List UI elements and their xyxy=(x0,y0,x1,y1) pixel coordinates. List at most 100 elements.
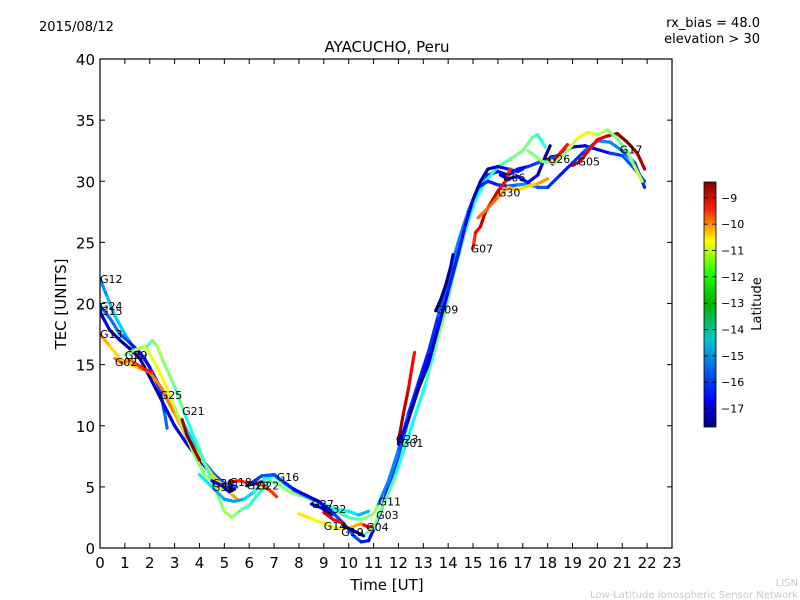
series-segment-G13 xyxy=(108,344,122,361)
colorbar-label: Latitude xyxy=(750,277,765,331)
series-label-G06: G06 xyxy=(503,172,526,185)
series-segment-G18 xyxy=(237,479,251,485)
series-label-G21: G21 xyxy=(182,405,205,418)
series-segment-G11 xyxy=(376,479,391,506)
series-segment-G24 xyxy=(108,316,122,336)
series-segment-G09 xyxy=(434,298,443,313)
series-segment-G05 xyxy=(615,132,629,144)
series-label-G15: G15 xyxy=(100,305,123,318)
y-tick-label: 20 xyxy=(76,296,95,314)
series-segment-G17 xyxy=(541,160,557,165)
series-segment-G17 xyxy=(595,128,609,137)
series-segment-G03 xyxy=(376,497,388,517)
colorbar-tick-label: −11 xyxy=(721,244,744,257)
series-segment-G03 xyxy=(521,135,535,153)
series-segment-G16 xyxy=(595,147,612,155)
series-segment-G25 xyxy=(359,512,376,522)
series-segment-G05 xyxy=(578,150,590,164)
series-segment-G31 xyxy=(262,474,276,482)
series-segment-G20 xyxy=(210,479,224,488)
series-segment-G31 xyxy=(357,509,371,517)
series-segment-G14 xyxy=(322,521,338,531)
series-segment-G11 xyxy=(416,350,430,385)
series-segment-G31 xyxy=(334,507,351,513)
series-segment-G29 xyxy=(153,360,167,385)
series-label-G05: G05 xyxy=(578,156,601,169)
series-segment-G29 xyxy=(133,344,147,352)
series-segment-G17 xyxy=(605,128,619,141)
colorbar-tick-label: −12 xyxy=(721,271,744,284)
series-segment-G05 xyxy=(625,140,639,155)
series-label-G01: G01 xyxy=(401,437,424,450)
series-segment-G25 xyxy=(247,491,261,507)
series-label-G17: G17 xyxy=(620,144,643,157)
x-tick-label: 21 xyxy=(613,554,632,572)
x-tick-label: 5 xyxy=(220,554,230,572)
series-segment-G15 xyxy=(160,399,177,428)
series-segment-G11 xyxy=(486,179,500,187)
series-segment-G05 xyxy=(635,151,647,171)
series-segment-G01 xyxy=(446,253,460,293)
series-segment-G26 xyxy=(558,143,570,155)
series-segment-G12 xyxy=(113,314,127,336)
colorbar-tick-label: −10 xyxy=(721,218,744,231)
series-segment-G17 xyxy=(585,130,600,137)
series-label-G07: G07 xyxy=(471,243,494,256)
series-segment-G06 xyxy=(526,173,540,185)
series-segment-G01 xyxy=(406,387,420,422)
watermark-long: Low-Latitude Ionospheric Sensor Network xyxy=(590,590,798,600)
series-segment-G12 xyxy=(212,473,226,485)
series-segment-G31 xyxy=(212,487,226,501)
series-segment-G01 xyxy=(416,363,430,391)
colorbar-tick-label: −15 xyxy=(721,350,744,363)
series-segment-G32 xyxy=(332,518,346,526)
series-segment-G12 xyxy=(222,481,239,489)
series-segment-G02 xyxy=(143,367,154,374)
series-segment-G05 xyxy=(585,138,600,154)
series-segment-G16 xyxy=(317,499,333,513)
series-segment-G25 xyxy=(192,436,207,464)
series-segment-G20 xyxy=(227,487,236,494)
series-segment-G03 xyxy=(404,411,418,446)
series-segment-G30 xyxy=(536,177,550,186)
x-tick-label: 9 xyxy=(319,554,329,572)
y-tick-label: 30 xyxy=(76,173,95,191)
series-segment-G01 xyxy=(464,198,475,226)
date-label: 2015/08/12 xyxy=(39,20,114,35)
series-label-G04: G04 xyxy=(366,521,389,534)
series-segment-G13 xyxy=(100,332,112,348)
series-segment-G03 xyxy=(508,149,525,161)
series-segment-G11 xyxy=(406,381,420,416)
series-segment-G01 xyxy=(456,222,468,257)
series-segment-G24 xyxy=(138,350,152,369)
elevation-label: elevation > 30 xyxy=(664,32,760,47)
series-segment-G03 xyxy=(464,198,478,232)
series-segment-G30 xyxy=(486,195,500,210)
series-segment-G15 xyxy=(148,375,164,403)
series-segment-G03 xyxy=(434,308,448,348)
series-segment-G06 xyxy=(536,155,547,177)
series-segment-G25 xyxy=(155,344,167,367)
series-segment-G11 xyxy=(516,182,530,187)
series-segment-G17 xyxy=(615,136,629,154)
series-segment-G31 xyxy=(197,473,216,491)
x-tick-label: 8 xyxy=(294,554,304,572)
y-tick-label: 25 xyxy=(76,234,95,252)
series-label-G30: G30 xyxy=(498,186,521,199)
colorbar xyxy=(703,181,717,428)
series-segment-G01 xyxy=(436,289,450,330)
series-segment-G16 xyxy=(620,154,637,171)
series-segment-G16 xyxy=(386,454,400,489)
series-segment-G27 xyxy=(319,506,333,517)
series-segment-G30 xyxy=(476,206,490,220)
colorbar-tick-label: −9 xyxy=(721,192,737,205)
series-segment-G16 xyxy=(272,473,286,484)
series-segment-G24 xyxy=(118,332,132,345)
series-segment-G25 xyxy=(163,363,177,389)
series-segment-G24 xyxy=(128,341,142,354)
series-label-G25: G25 xyxy=(160,389,183,402)
series-segment-G31 xyxy=(242,490,256,501)
watermark-short: LISN xyxy=(776,578,798,589)
series-segment-G17 xyxy=(633,165,644,183)
series-segment-G07 xyxy=(471,231,478,251)
